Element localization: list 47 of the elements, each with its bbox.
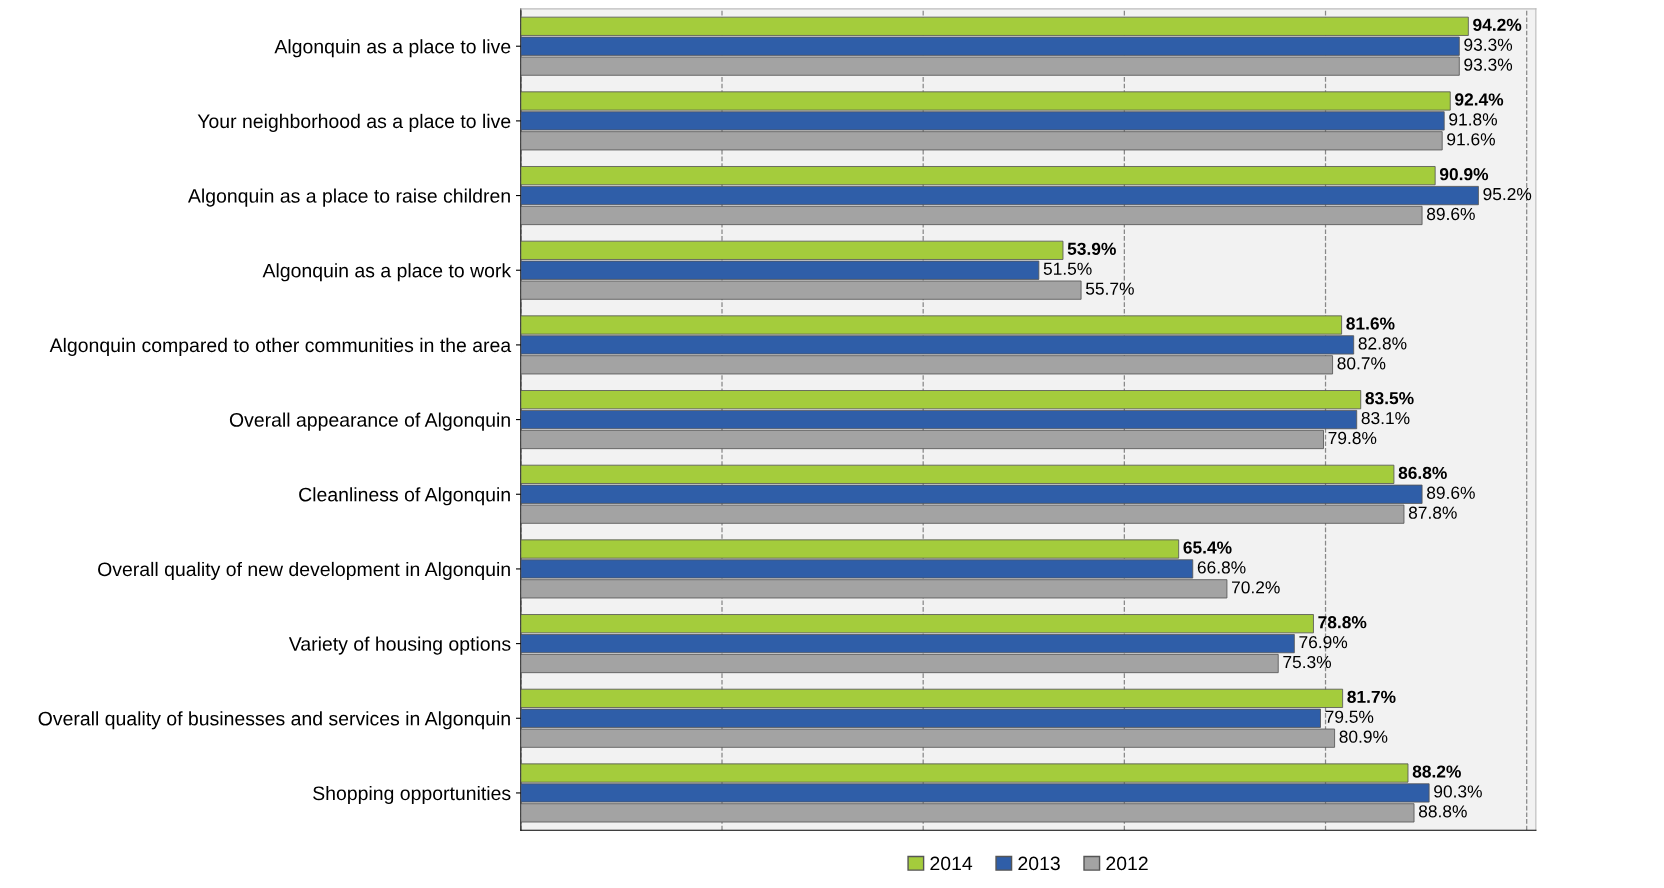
y-tick-label: Variety of housing options bbox=[288, 636, 511, 655]
data-label: 81.7% bbox=[1347, 690, 1396, 704]
data-label: 55.7% bbox=[1085, 282, 1134, 295]
data-label: 53.9% bbox=[1067, 242, 1116, 256]
data-label: 88.2% bbox=[1412, 765, 1461, 778]
data-label: 91.6% bbox=[1447, 133, 1495, 146]
y-tick-label: Overall quality of new development in Algonquin bbox=[98, 561, 510, 581]
y-tick-label: Algonquin as a place to work bbox=[262, 263, 512, 282]
data-label: 70.2% bbox=[1232, 581, 1280, 594]
legend-label: 2012 bbox=[1106, 856, 1148, 871]
data-label: 66.8% bbox=[1197, 561, 1246, 574]
legend-label: 2013 bbox=[1018, 856, 1060, 871]
data-label: 79.8% bbox=[1328, 431, 1377, 445]
y-tick-label: Shopping opportunities bbox=[313, 785, 511, 805]
data-label: 93.3% bbox=[1464, 58, 1513, 71]
data-label: 76.9% bbox=[1299, 635, 1348, 649]
data-label: 75.3% bbox=[1283, 655, 1332, 669]
data-label: 81.6% bbox=[1346, 317, 1395, 330]
data-label: 87.8% bbox=[1408, 506, 1457, 519]
data-label: 92.4% bbox=[1455, 93, 1504, 106]
data-label: 86.8% bbox=[1398, 466, 1447, 479]
data-label: 94.2% bbox=[1473, 18, 1522, 31]
data-label: 78.8% bbox=[1318, 616, 1367, 629]
y-tick-label: Overall appearance of Algonquin bbox=[229, 412, 510, 431]
data-label: 80.9% bbox=[1339, 730, 1388, 743]
data-label: 89.6% bbox=[1427, 207, 1475, 221]
y-tick-label: Cleanliness of Algonquin bbox=[299, 487, 510, 506]
data-label: 82.8% bbox=[1358, 337, 1407, 350]
data-label: 65.4% bbox=[1183, 541, 1232, 554]
data-label: 89.6% bbox=[1427, 486, 1475, 499]
data-label: 90.3% bbox=[1434, 785, 1482, 798]
y-tick-label: Algonquin as a place to live bbox=[274, 39, 511, 58]
data-label: 80.7% bbox=[1337, 357, 1386, 370]
data-label: 95.2% bbox=[1483, 187, 1532, 201]
data-label: 90.9% bbox=[1439, 168, 1489, 181]
data-label: 88.8% bbox=[1418, 805, 1467, 818]
data-label: 83.5% bbox=[1365, 392, 1414, 405]
data-label: 79.5% bbox=[1325, 710, 1374, 723]
data-label: 91.8% bbox=[1449, 113, 1497, 126]
y-tick-label: Algonquin as a place to raise children bbox=[187, 188, 510, 207]
data-label: 51.5% bbox=[1043, 262, 1092, 275]
data-label: 93.3% bbox=[1464, 38, 1513, 51]
y-tick-label: Your neighborhood as a place to live bbox=[197, 113, 511, 132]
data-label: 83.1% bbox=[1361, 411, 1410, 425]
legend-label: 2014 bbox=[930, 856, 973, 871]
y-tick-label: Overall quality of businesses and services in Algonquin bbox=[38, 711, 510, 730]
y-tick-label: Algonquin compared to other communities in the area bbox=[49, 337, 512, 356]
